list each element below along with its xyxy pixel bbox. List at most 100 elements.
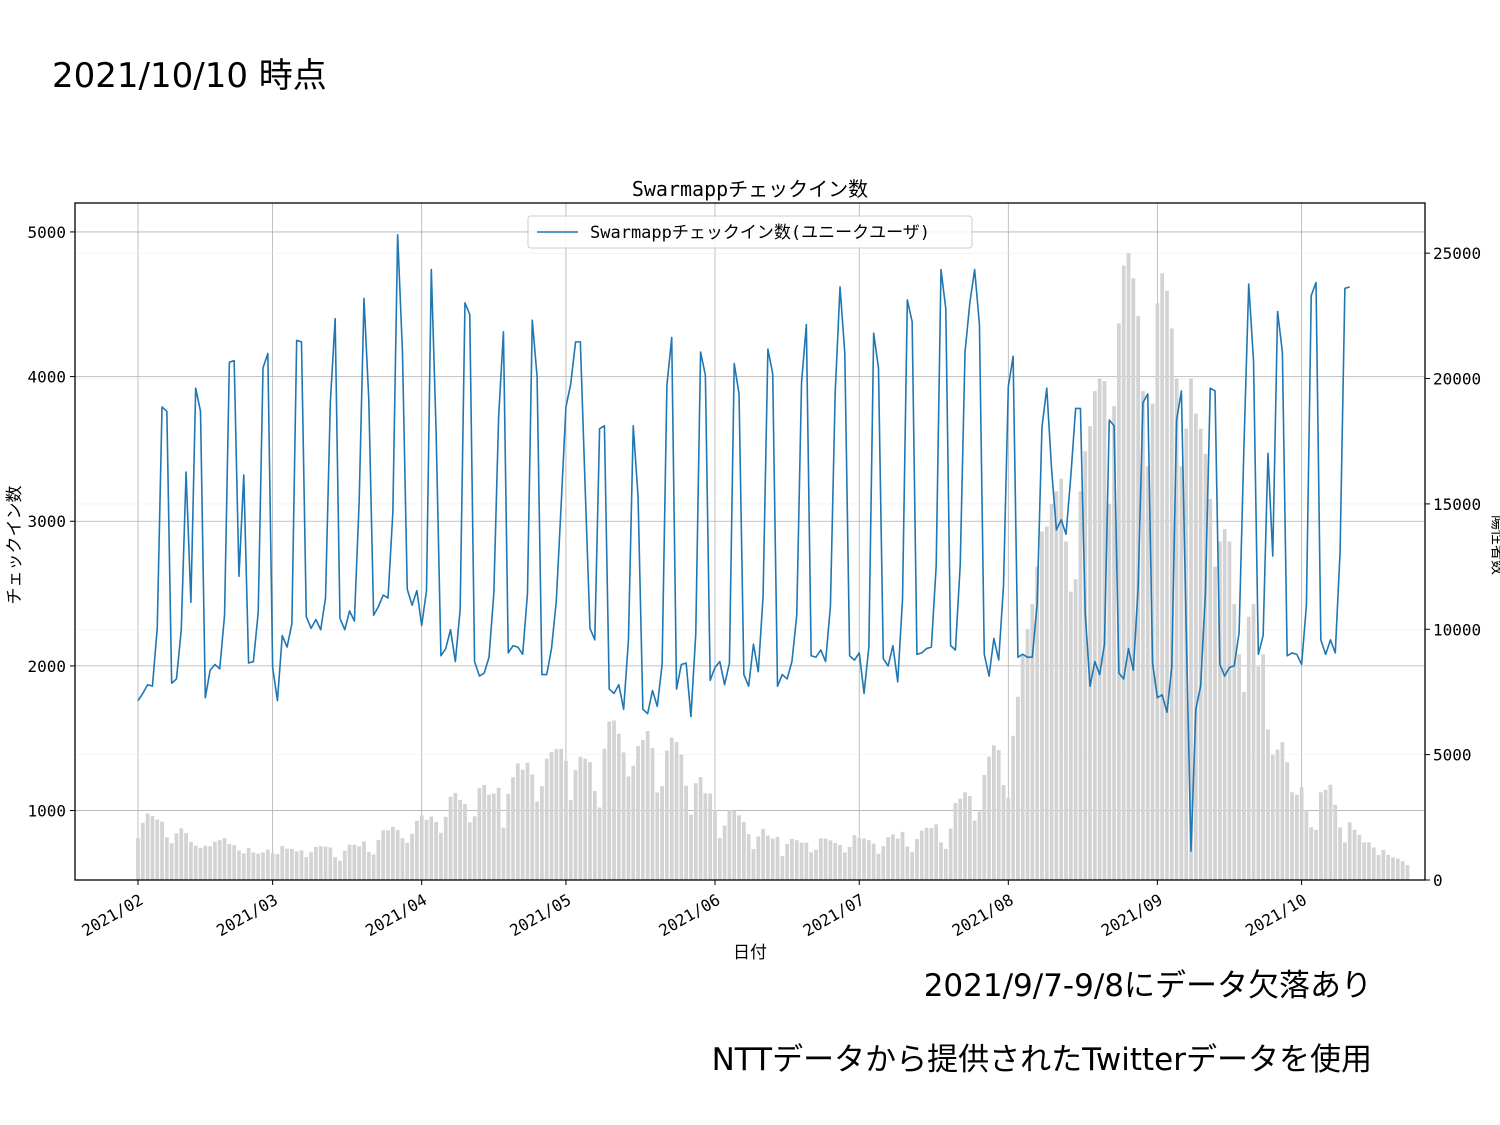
bar bbox=[1270, 754, 1275, 880]
y-right-tick-label: 25000 bbox=[1433, 244, 1481, 263]
bar bbox=[886, 837, 890, 880]
bar bbox=[189, 841, 193, 880]
bar bbox=[390, 826, 395, 880]
bar bbox=[554, 749, 559, 880]
bar bbox=[174, 833, 179, 880]
x-tick-label: 2021/06 bbox=[655, 890, 723, 940]
bar bbox=[395, 830, 400, 880]
bar bbox=[1391, 857, 1395, 880]
bar bbox=[386, 830, 390, 880]
bar bbox=[1246, 616, 1251, 880]
bar bbox=[145, 813, 150, 880]
y-axis-left-label: チェックイン数 bbox=[5, 486, 25, 605]
bar bbox=[376, 839, 381, 880]
bar bbox=[1309, 827, 1314, 880]
bar bbox=[737, 815, 741, 880]
bar bbox=[910, 852, 915, 880]
bar bbox=[1011, 735, 1015, 880]
bar bbox=[1328, 784, 1333, 880]
bar bbox=[804, 842, 809, 880]
bar bbox=[1290, 792, 1294, 880]
bar bbox=[1025, 629, 1030, 880]
bar bbox=[833, 842, 838, 880]
bar bbox=[530, 774, 535, 880]
bar bbox=[1117, 323, 1121, 880]
bar bbox=[342, 850, 347, 880]
bar bbox=[1357, 834, 1362, 880]
bar bbox=[169, 843, 174, 880]
bar bbox=[1280, 742, 1285, 880]
bar bbox=[809, 852, 814, 880]
bar bbox=[1126, 253, 1131, 880]
bar bbox=[304, 856, 309, 880]
bar bbox=[280, 845, 285, 880]
bar bbox=[799, 842, 804, 880]
bar bbox=[1237, 654, 1241, 880]
bar bbox=[814, 849, 818, 880]
bar bbox=[842, 852, 847, 880]
bar bbox=[857, 837, 862, 880]
chart-title: Swarmappチェックイン数 bbox=[632, 177, 868, 201]
bar bbox=[285, 848, 289, 880]
y-left-tick-label: 4000 bbox=[27, 368, 66, 387]
bar bbox=[1386, 854, 1391, 880]
bar bbox=[357, 846, 362, 880]
bar bbox=[347, 844, 352, 880]
bar bbox=[256, 853, 261, 880]
bar bbox=[1040, 531, 1044, 880]
right-y-axis-ticks: 0 5000 10000 15000 20000 25000 bbox=[1425, 244, 1481, 890]
bar bbox=[463, 804, 467, 880]
legend-label: Swarmappチェックイン数(ユニークユーザ) bbox=[590, 223, 930, 243]
note-missing-data: 2021/9/7-9/8にデータ欠落あり bbox=[923, 968, 1372, 1004]
bar bbox=[246, 847, 251, 880]
bar bbox=[314, 846, 318, 880]
bar bbox=[741, 822, 746, 880]
bar bbox=[785, 843, 789, 880]
bar bbox=[443, 816, 448, 880]
bar bbox=[1145, 466, 1150, 880]
bar bbox=[1174, 378, 1179, 880]
bar bbox=[655, 792, 660, 880]
bar bbox=[179, 828, 184, 880]
bar bbox=[1352, 829, 1357, 880]
bar bbox=[405, 842, 410, 880]
bar bbox=[429, 816, 434, 880]
bar bbox=[665, 750, 669, 880]
bar bbox=[1141, 391, 1145, 880]
y-right-tick-label: 15000 bbox=[1433, 495, 1481, 514]
line-series-checkins bbox=[137, 234, 1350, 852]
bar bbox=[472, 816, 477, 880]
bar bbox=[227, 843, 232, 880]
bar bbox=[1266, 729, 1270, 880]
bar bbox=[1088, 426, 1092, 880]
bar bbox=[232, 845, 237, 880]
x-tick-label: 2021/09 bbox=[1098, 890, 1166, 940]
bar bbox=[987, 756, 991, 880]
bar bbox=[184, 833, 188, 880]
bar bbox=[703, 793, 708, 880]
bar bbox=[559, 748, 564, 880]
bar bbox=[828, 840, 833, 880]
bar bbox=[270, 853, 275, 880]
bar bbox=[578, 756, 583, 880]
bar bbox=[362, 841, 366, 880]
bar bbox=[275, 854, 280, 880]
bar bbox=[1405, 864, 1410, 880]
y-left-tick-label: 1000 bbox=[27, 802, 66, 821]
bar bbox=[1242, 691, 1246, 880]
bar bbox=[924, 827, 929, 880]
bar bbox=[525, 762, 530, 880]
bar bbox=[1044, 526, 1049, 880]
bar bbox=[1064, 541, 1068, 880]
bar bbox=[1227, 541, 1232, 880]
bar bbox=[900, 831, 905, 880]
bar bbox=[140, 822, 145, 880]
x-tick-label: 2021/02 bbox=[78, 890, 146, 940]
slide-title: 2021/10/10 時点 bbox=[52, 56, 327, 96]
bar bbox=[963, 792, 967, 880]
bar bbox=[511, 777, 515, 880]
bar bbox=[496, 787, 501, 880]
bar bbox=[1189, 378, 1193, 880]
bar bbox=[1068, 591, 1073, 880]
bar bbox=[410, 833, 414, 880]
